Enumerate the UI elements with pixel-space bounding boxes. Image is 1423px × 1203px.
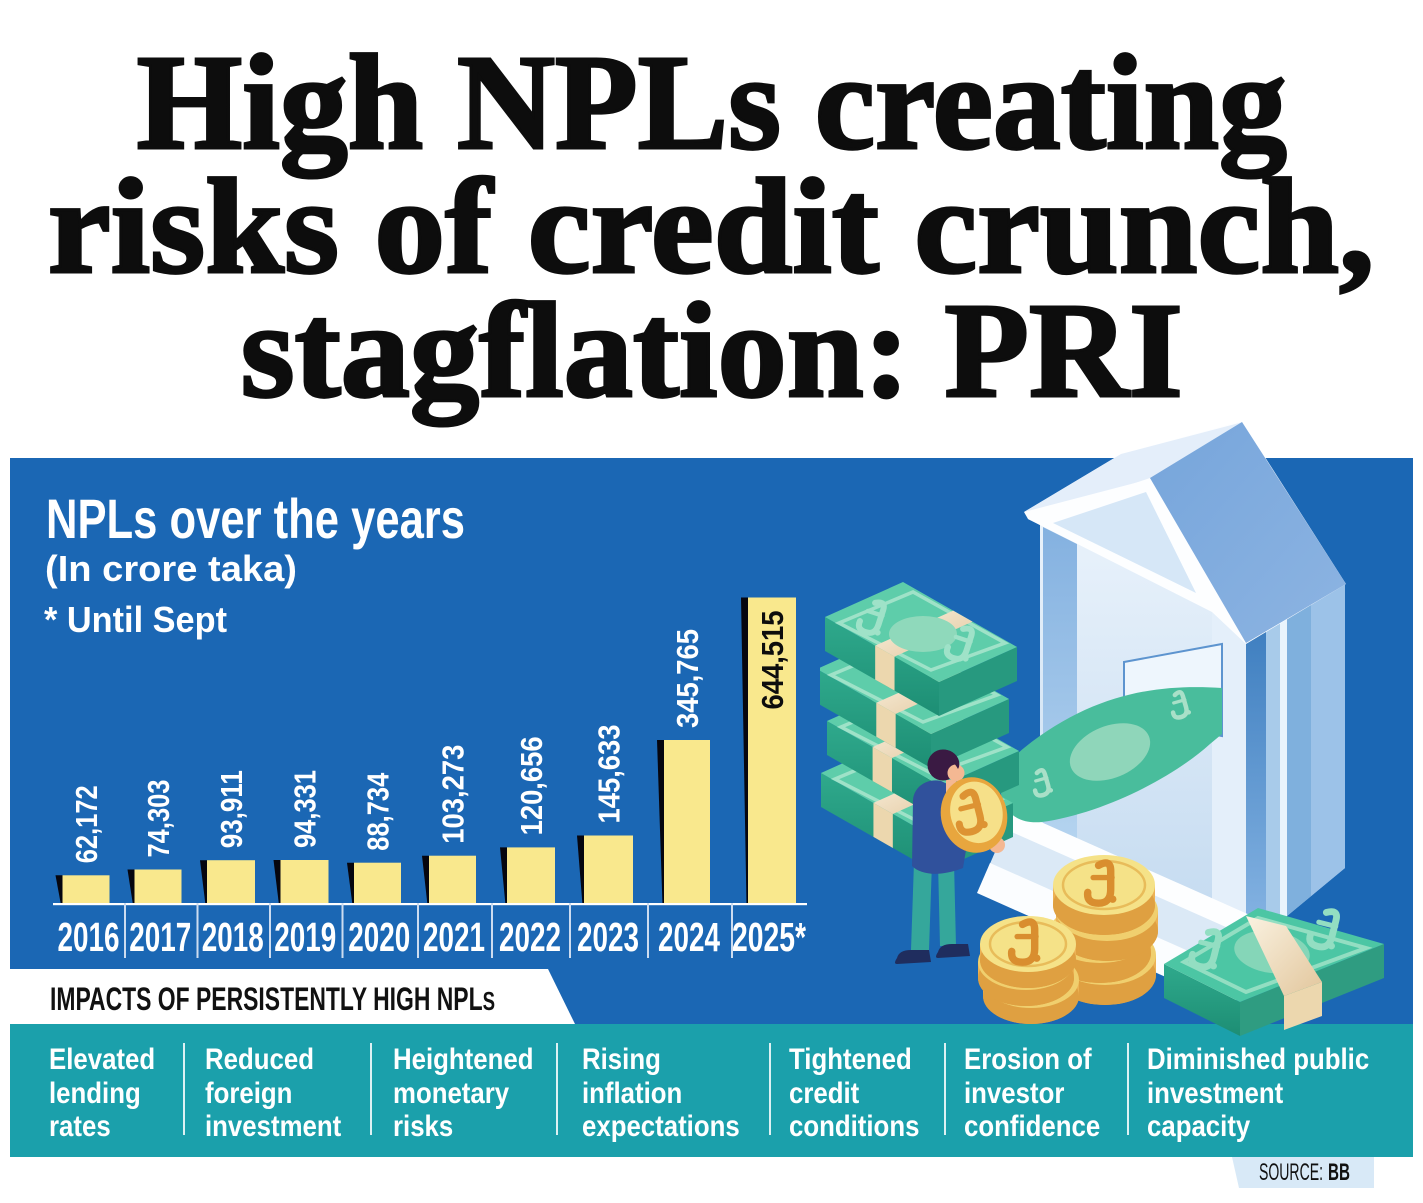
- svg-text:SOURCE:: SOURCE:: [1259, 1159, 1323, 1186]
- svg-text:2016: 2016: [58, 914, 120, 960]
- svg-text:2017: 2017: [129, 914, 191, 960]
- svg-text:2019: 2019: [274, 914, 336, 960]
- svg-text:345,765: 345,765: [671, 629, 705, 728]
- svg-text:62,172: 62,172: [70, 785, 104, 863]
- svg-text:145,633: 145,633: [593, 725, 627, 824]
- svg-text:2018: 2018: [202, 914, 264, 960]
- svg-text:2023: 2023: [577, 914, 639, 960]
- svg-text:2025*: 2025*: [732, 914, 806, 960]
- svg-text:* Until Sept: * Until Sept: [44, 599, 227, 640]
- svg-text:BB: BB: [1328, 1159, 1350, 1186]
- svg-text:88,734: 88,734: [362, 773, 396, 851]
- svg-text:2022: 2022: [499, 914, 561, 960]
- svg-text:120,656: 120,656: [515, 736, 549, 835]
- svg-text:2021: 2021: [423, 914, 485, 960]
- svg-text:74,303: 74,303: [142, 780, 176, 858]
- svg-text:2020: 2020: [348, 914, 410, 960]
- svg-text:644,515: 644,515: [756, 610, 790, 709]
- svg-text:93,911: 93,911: [215, 770, 249, 848]
- svg-text:103,273: 103,273: [437, 745, 471, 844]
- svg-text:IMPACTS OF PERSISTENTLY HIGH N: IMPACTS OF PERSISTENTLY HIGH NPLS: [50, 981, 495, 1017]
- svg-text:94,331: 94,331: [289, 770, 323, 848]
- svg-text:NPLs over the years: NPLs over the years: [46, 487, 465, 550]
- svg-text:2024: 2024: [658, 914, 720, 960]
- svg-text:(In crore taka): (In crore taka): [45, 548, 297, 589]
